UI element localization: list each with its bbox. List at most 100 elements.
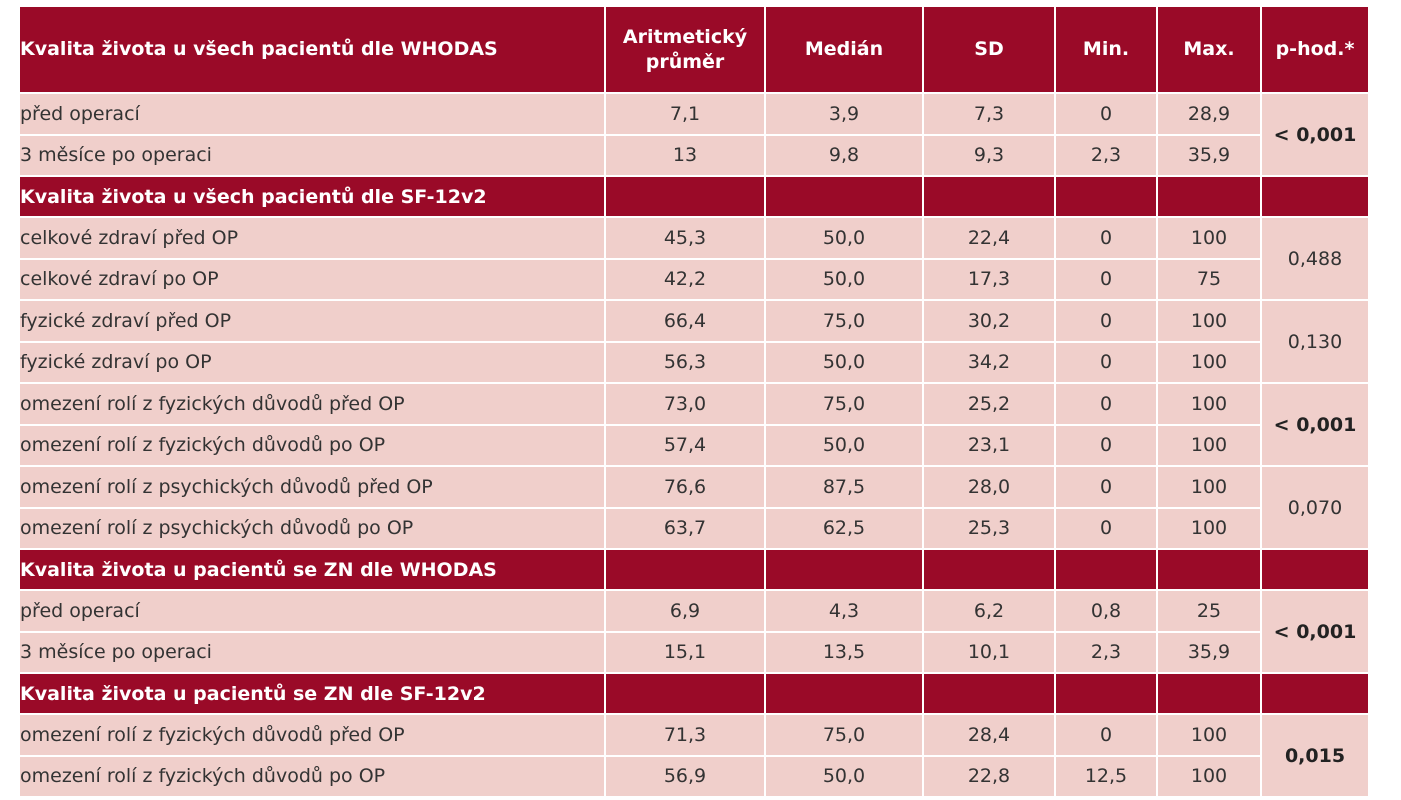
cell-sd: 9,3	[922, 133, 1056, 177]
cell-median: 50,0	[764, 216, 924, 260]
cell-max: 100	[1156, 754, 1262, 798]
table-row: před operací 7,1 3,9 7,3 0 28,9 < 0,001	[18, 92, 1370, 177]
row-label: 3 měsíce po operaci	[18, 630, 606, 674]
table-row: omezení rolí z fyzických důvodů před OP 7…	[18, 713, 1370, 798]
section-empty-cell	[604, 175, 766, 218]
cell-median: 9,8	[764, 133, 924, 177]
row-label: před operací	[18, 92, 606, 136]
cell-min: 0	[1054, 382, 1158, 426]
header-cell-title: Kvalita života u všech pacientů dle WHOD…	[18, 5, 606, 94]
cell-min: 0	[1054, 423, 1158, 467]
cell-max: 75	[1156, 257, 1262, 301]
table-row: fyzické zdraví po OP 56,3 50,0 34,2 0 100	[18, 340, 1369, 384]
section-empty-cell	[922, 672, 1056, 715]
section-empty-cell	[922, 548, 1056, 591]
row-label: před operací	[18, 589, 606, 633]
section-empty-cell	[1156, 672, 1262, 715]
cell-mean: 45,3	[604, 216, 766, 260]
cell-max: 100	[1156, 465, 1262, 509]
cell-sd: 10,1	[922, 630, 1056, 674]
cell-sd: 34,2	[922, 340, 1056, 384]
cell-max: 100	[1156, 382, 1262, 426]
table-row: omezení rolí z fyzických důvodů po OP 56,…	[18, 754, 1369, 798]
cell-sd: 25,2	[922, 382, 1056, 426]
cell-p-value: 0,015	[1260, 713, 1370, 798]
cell-mean: 7,1	[604, 92, 766, 136]
table-row: celkové zdraví před OP 45,3 50,0 22,4 0 100 0,…	[18, 216, 1370, 301]
section-title: Kvalita života u všech pacientů dle SF-1…	[18, 175, 606, 218]
section-empty-cell	[1054, 175, 1158, 218]
header-cell-p-value: p-hod.*	[1260, 5, 1370, 94]
row-label: omezení rolí z fyzických důvodů před OP	[18, 713, 606, 757]
section-empty-cell	[764, 548, 924, 591]
cell-mean: 42,2	[604, 257, 766, 301]
section-empty-cell	[1054, 672, 1158, 715]
cell-min: 2,3	[1054, 133, 1158, 177]
cell-max: 28,9	[1156, 92, 1262, 136]
header-cell-max: Max.	[1156, 5, 1262, 94]
cell-median: 50,0	[764, 340, 924, 384]
row-label: omezení rolí z psychických důvodů po OP	[18, 506, 606, 550]
cell-min: 0,8	[1054, 589, 1158, 633]
cell-max: 35,9	[1156, 630, 1262, 674]
cell-sd: 6,2	[922, 589, 1056, 633]
section-empty-cell	[1260, 548, 1370, 591]
cell-sd: 28,4	[922, 713, 1056, 757]
table-row: celkové zdraví po OP 42,2 50,0 17,3 0 75	[18, 257, 1369, 301]
cell-p-value: < 0,001	[1260, 92, 1370, 177]
cell-mean: 56,3	[604, 340, 766, 384]
header-cell-mean: Aritmetický průměr	[604, 5, 766, 94]
cell-max: 100	[1156, 713, 1262, 757]
cell-sd: 7,3	[922, 92, 1056, 136]
row-label: celkové zdraví po OP	[18, 257, 606, 301]
cell-max: 100	[1156, 340, 1262, 384]
cell-median: 87,5	[764, 465, 924, 509]
cell-p-value: 0,070	[1260, 465, 1370, 550]
cell-median: 3,9	[764, 92, 924, 136]
section-empty-cell	[922, 175, 1056, 218]
section-empty-cell	[764, 672, 924, 715]
header-cell-sd: SD	[922, 5, 1056, 94]
table-row: omezení rolí z fyzických důvodů po OP 57,…	[18, 423, 1369, 467]
cell-p-value: 0,130	[1260, 299, 1370, 384]
cell-sd: 22,4	[922, 216, 1056, 260]
cell-min: 0	[1054, 506, 1158, 550]
table-header-row: Kvalita života u všech pacientů dle WHOD…	[18, 5, 1370, 94]
table-body: před operací 7,1 3,9 7,3 0 28,9 < 0,001 3 měsíc…	[18, 92, 1370, 798]
section-empty-cell	[604, 672, 766, 715]
section-header-row: Kvalita života u pacientů se ZN dle WHOD…	[18, 548, 1370, 591]
cell-sd: 23,1	[922, 423, 1056, 467]
cell-min: 0	[1054, 257, 1158, 301]
cell-sd: 30,2	[922, 299, 1056, 343]
cell-sd: 17,3	[922, 257, 1056, 301]
section-empty-cell	[1156, 175, 1262, 218]
row-label: fyzické zdraví před OP	[18, 299, 606, 343]
section-header-row: Kvalita života u všech pacientů dle SF-1…	[18, 175, 1370, 218]
cell-median: 13,5	[764, 630, 924, 674]
table-row: před operací 6,9 4,3 6,2 0,8 25 < 0,001	[18, 589, 1370, 674]
cell-median: 75,0	[764, 299, 924, 343]
section-empty-cell	[1260, 175, 1370, 218]
cell-median: 75,0	[764, 382, 924, 426]
cell-median: 50,0	[764, 257, 924, 301]
row-label: omezení rolí z fyzických důvodů před OP	[18, 382, 606, 426]
cell-max: 35,9	[1156, 133, 1262, 177]
cell-mean: 6,9	[604, 589, 766, 633]
cell-mean: 63,7	[604, 506, 766, 550]
table-row: 3 měsíce po operaci 13 9,8 9,3 2,3 35,9	[18, 133, 1369, 177]
cell-median: 4,3	[764, 589, 924, 633]
cell-p-value: < 0,001	[1260, 382, 1370, 467]
cell-sd: 25,3	[922, 506, 1056, 550]
cell-median: 50,0	[764, 423, 924, 467]
cell-mean: 15,1	[604, 630, 766, 674]
cell-min: 0	[1054, 299, 1158, 343]
row-label: fyzické zdraví po OP	[18, 340, 606, 384]
cell-median: 62,5	[764, 506, 924, 550]
cell-sd: 28,0	[922, 465, 1056, 509]
cell-min: 0	[1054, 92, 1158, 136]
cell-mean: 57,4	[604, 423, 766, 467]
cell-sd: 22,8	[922, 754, 1056, 798]
table-row: omezení rolí z psychických důvodů před O…	[18, 465, 1370, 550]
cell-mean: 56,9	[604, 754, 766, 798]
cell-max: 100	[1156, 216, 1262, 260]
